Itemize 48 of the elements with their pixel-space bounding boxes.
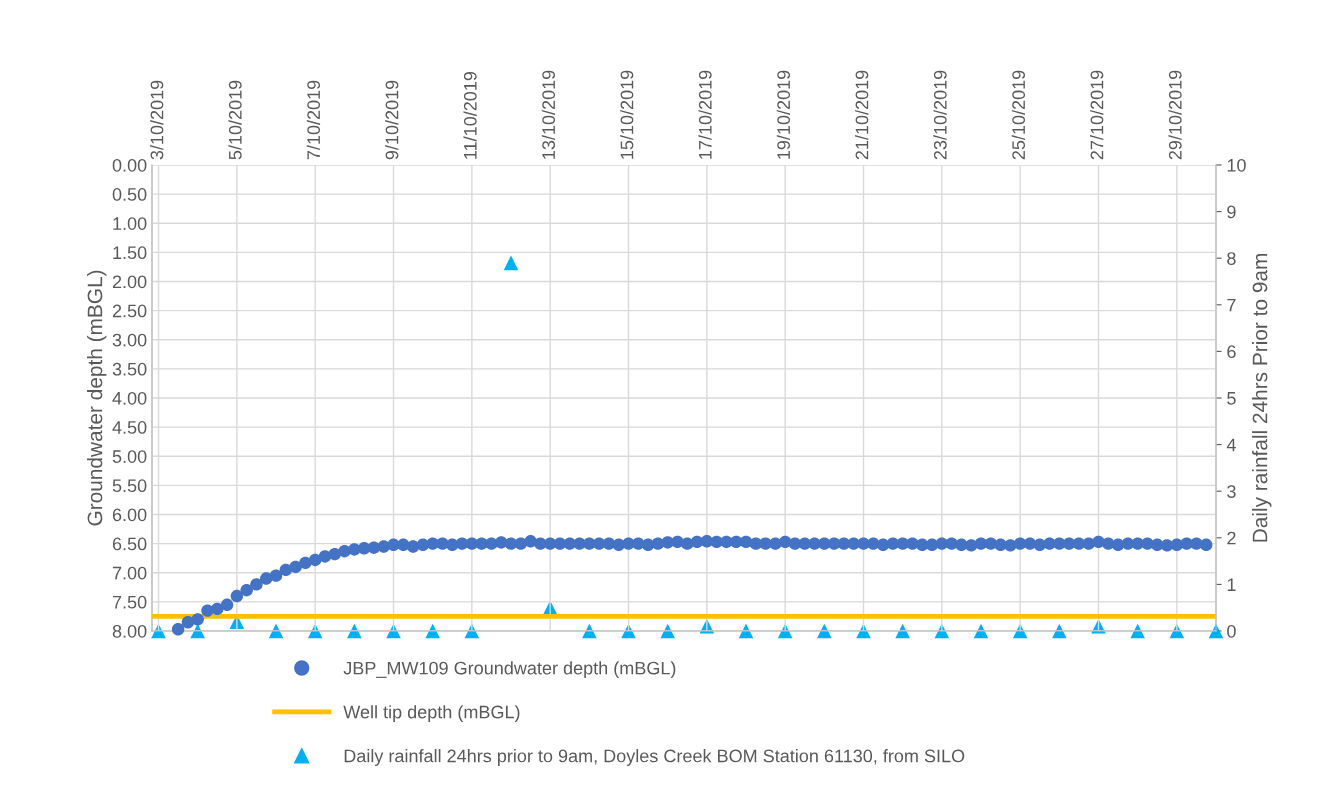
y2-tick-label: 6 bbox=[1227, 345, 1236, 359]
x-tick-label: 5/10/2019 bbox=[228, 80, 242, 160]
x-tick-label: 9/10/2019 bbox=[385, 80, 399, 160]
x-tick-label: 11/10/2019 bbox=[463, 71, 477, 159]
x-tick-label: 27/10/2019 bbox=[1090, 70, 1104, 160]
x-tick-label: 21/10/2019 bbox=[855, 70, 869, 160]
y-tick-label: 2.00 bbox=[112, 275, 147, 289]
y-tick-label: 6.00 bbox=[112, 508, 147, 522]
x-tick-label: 29/10/2019 bbox=[1168, 70, 1182, 160]
x-tick-label: 19/10/2019 bbox=[776, 70, 791, 159]
y2-tick-label: 3 bbox=[1227, 485, 1236, 498]
y-tick-label: 8.00 bbox=[112, 624, 147, 638]
y2-tick-label: 0 bbox=[1227, 624, 1236, 638]
y-tick-label: 4.00 bbox=[112, 391, 147, 405]
x-tick-label: 25/10/2019 bbox=[1011, 70, 1026, 160]
x-tick-label: 7/10/2019 bbox=[306, 80, 321, 160]
y-tick-label: 7.50 bbox=[112, 595, 147, 609]
y2-tick-label: 8 bbox=[1227, 252, 1236, 265]
y-tick-label: 5.50 bbox=[112, 479, 147, 493]
y-tick-label: 1.00 bbox=[113, 217, 147, 230]
y2-tick-label: 5 bbox=[1227, 392, 1236, 405]
y2-tick-label: 7 bbox=[1227, 298, 1236, 312]
x-tick-label: 15/10/2019 bbox=[620, 70, 634, 159]
y2-tick-label: 1 bbox=[1227, 578, 1236, 591]
y2-tick-label: 9 bbox=[1227, 205, 1236, 219]
y-tick-label: 4.50 bbox=[112, 421, 147, 434]
y-tick-label: 0.00 bbox=[112, 158, 147, 172]
y-tick-label: 3.50 bbox=[112, 362, 147, 376]
y-tick-label: 2.50 bbox=[112, 304, 147, 318]
y-tick-label: 5.00 bbox=[112, 450, 147, 463]
legend-label: Daily rainfall 24hrs prior to 9am, Doyles Creek BOM Station 61130, from SILO bbox=[344, 749, 965, 766]
y-axis-title: Groundwater depth (mBGL) bbox=[87, 270, 107, 526]
y-tick-label: 0.50 bbox=[112, 188, 147, 201]
y2-axis-title: Daily rainfall 24hrs Prior to 9am bbox=[1252, 254, 1272, 542]
y2-tick-label: 10 bbox=[1227, 158, 1246, 172]
y-tick-label: 1.50 bbox=[113, 246, 147, 260]
y2-tick-label: 4 bbox=[1226, 438, 1236, 452]
legend-label: Well tip depth (mBGL) bbox=[343, 705, 520, 722]
legend-label: JBP_MW109 Groundwater depth (mBGL) bbox=[343, 661, 676, 679]
x-tick-label: 23/10/2019 bbox=[933, 70, 947, 160]
y2-tick-label: 2 bbox=[1227, 531, 1236, 545]
x-tick-label: 3/10/2019 bbox=[150, 80, 164, 160]
x-tick-label: 17/10/2019 bbox=[698, 70, 712, 159]
point bbox=[503, 255, 519, 271]
y-tick-label: 7.00 bbox=[112, 566, 147, 580]
y-tick-label: 3.00 bbox=[112, 333, 147, 347]
y-tick-label: 6.50 bbox=[112, 537, 147, 551]
x-tick-label: 13/10/2019 bbox=[541, 70, 556, 159]
